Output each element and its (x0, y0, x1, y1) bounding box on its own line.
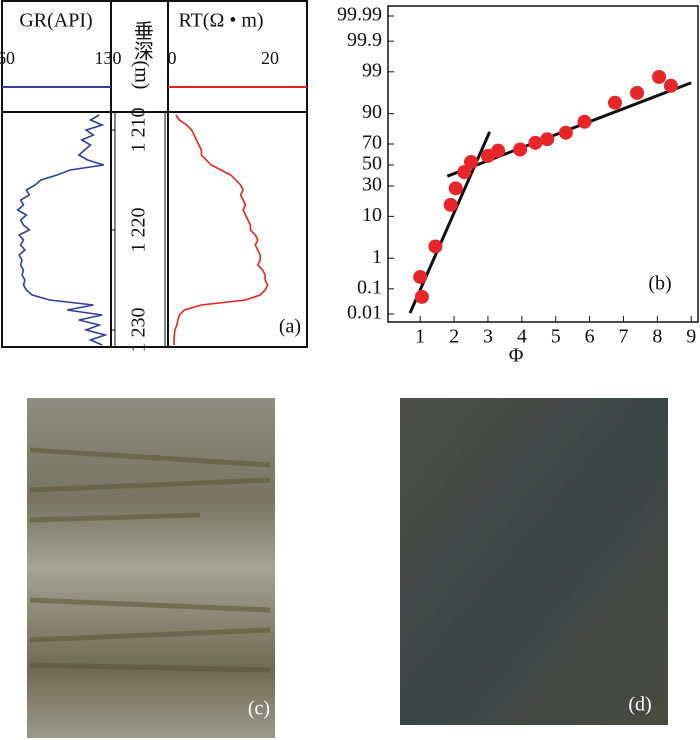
point (558, 125, 573, 140)
panel-label: (c) (248, 698, 270, 720)
point (491, 143, 506, 158)
plot-frame (387, 5, 699, 323)
lamina (29, 597, 271, 613)
depth-tick-label: 1 210 (128, 108, 150, 153)
y-tick-label: 0.01 (347, 302, 382, 324)
log-curve (16, 114, 108, 346)
depth-tick-label: 1 230 (128, 308, 150, 353)
x-tick-label: 8 (652, 326, 662, 348)
depth-label: 垂深(m) (130, 20, 153, 89)
point (577, 114, 592, 129)
x-tick-label: 4 (517, 326, 527, 348)
point (414, 289, 429, 304)
lamina (29, 512, 201, 523)
y-tick-label: 99.9 (347, 29, 382, 51)
point (607, 95, 622, 110)
panel-label: (a) (279, 316, 301, 338)
y-tick-label: 99 (362, 59, 382, 81)
fit-line (408, 131, 492, 314)
lamina (29, 447, 271, 468)
track-title: GR(API) (19, 10, 92, 32)
track-tick-label: 0 (168, 48, 177, 68)
y-tick-label: 90 (362, 101, 382, 123)
x-tick-label: 6 (585, 326, 595, 348)
panel-label: (b) (648, 273, 671, 295)
y-tick-label: 1 (372, 246, 382, 268)
point (443, 197, 458, 212)
panel-label: (d) (628, 694, 651, 716)
point (413, 269, 428, 284)
x-tick-label: 5 (551, 326, 561, 348)
point (428, 239, 443, 254)
depth-tick-label: 1 220 (128, 208, 150, 253)
y-tick-label: 50 (362, 153, 382, 175)
point (448, 181, 463, 196)
point (652, 69, 667, 84)
point (464, 154, 479, 169)
point (663, 78, 678, 93)
x-tick-label: 7 (618, 326, 628, 348)
x-axis-label: Φ (509, 345, 524, 367)
y-tick-label: 10 (362, 204, 382, 226)
lamina (29, 477, 271, 493)
y-tick-label: 70 (362, 132, 382, 154)
x-tick-label: 3 (483, 326, 493, 348)
lamina (29, 627, 271, 643)
x-tick-label: 2 (449, 326, 459, 348)
point (540, 132, 555, 147)
core-photo (27, 398, 275, 738)
point (528, 135, 543, 150)
photo-texture (29, 447, 271, 673)
log-curve (173, 114, 269, 345)
track-tick-label: 130 (95, 48, 122, 68)
lamina (29, 662, 271, 673)
point (630, 85, 645, 100)
point (513, 142, 528, 157)
x-tick-label: 1 (415, 326, 425, 348)
point (457, 165, 472, 180)
core-photo (400, 398, 668, 725)
frame (1, 0, 308, 348)
track-tick-label: 20 (261, 48, 279, 68)
y-tick-label: 30 (362, 174, 382, 196)
x-tick-label: 9 (686, 326, 696, 348)
track-title: RT(Ω • m) (178, 10, 263, 32)
y-tick-label: 99.99 (337, 4, 382, 26)
track-tick-label: 60 (0, 48, 15, 68)
y-tick-label: 0.1 (357, 276, 382, 298)
well-log-panel (1, 0, 308, 348)
